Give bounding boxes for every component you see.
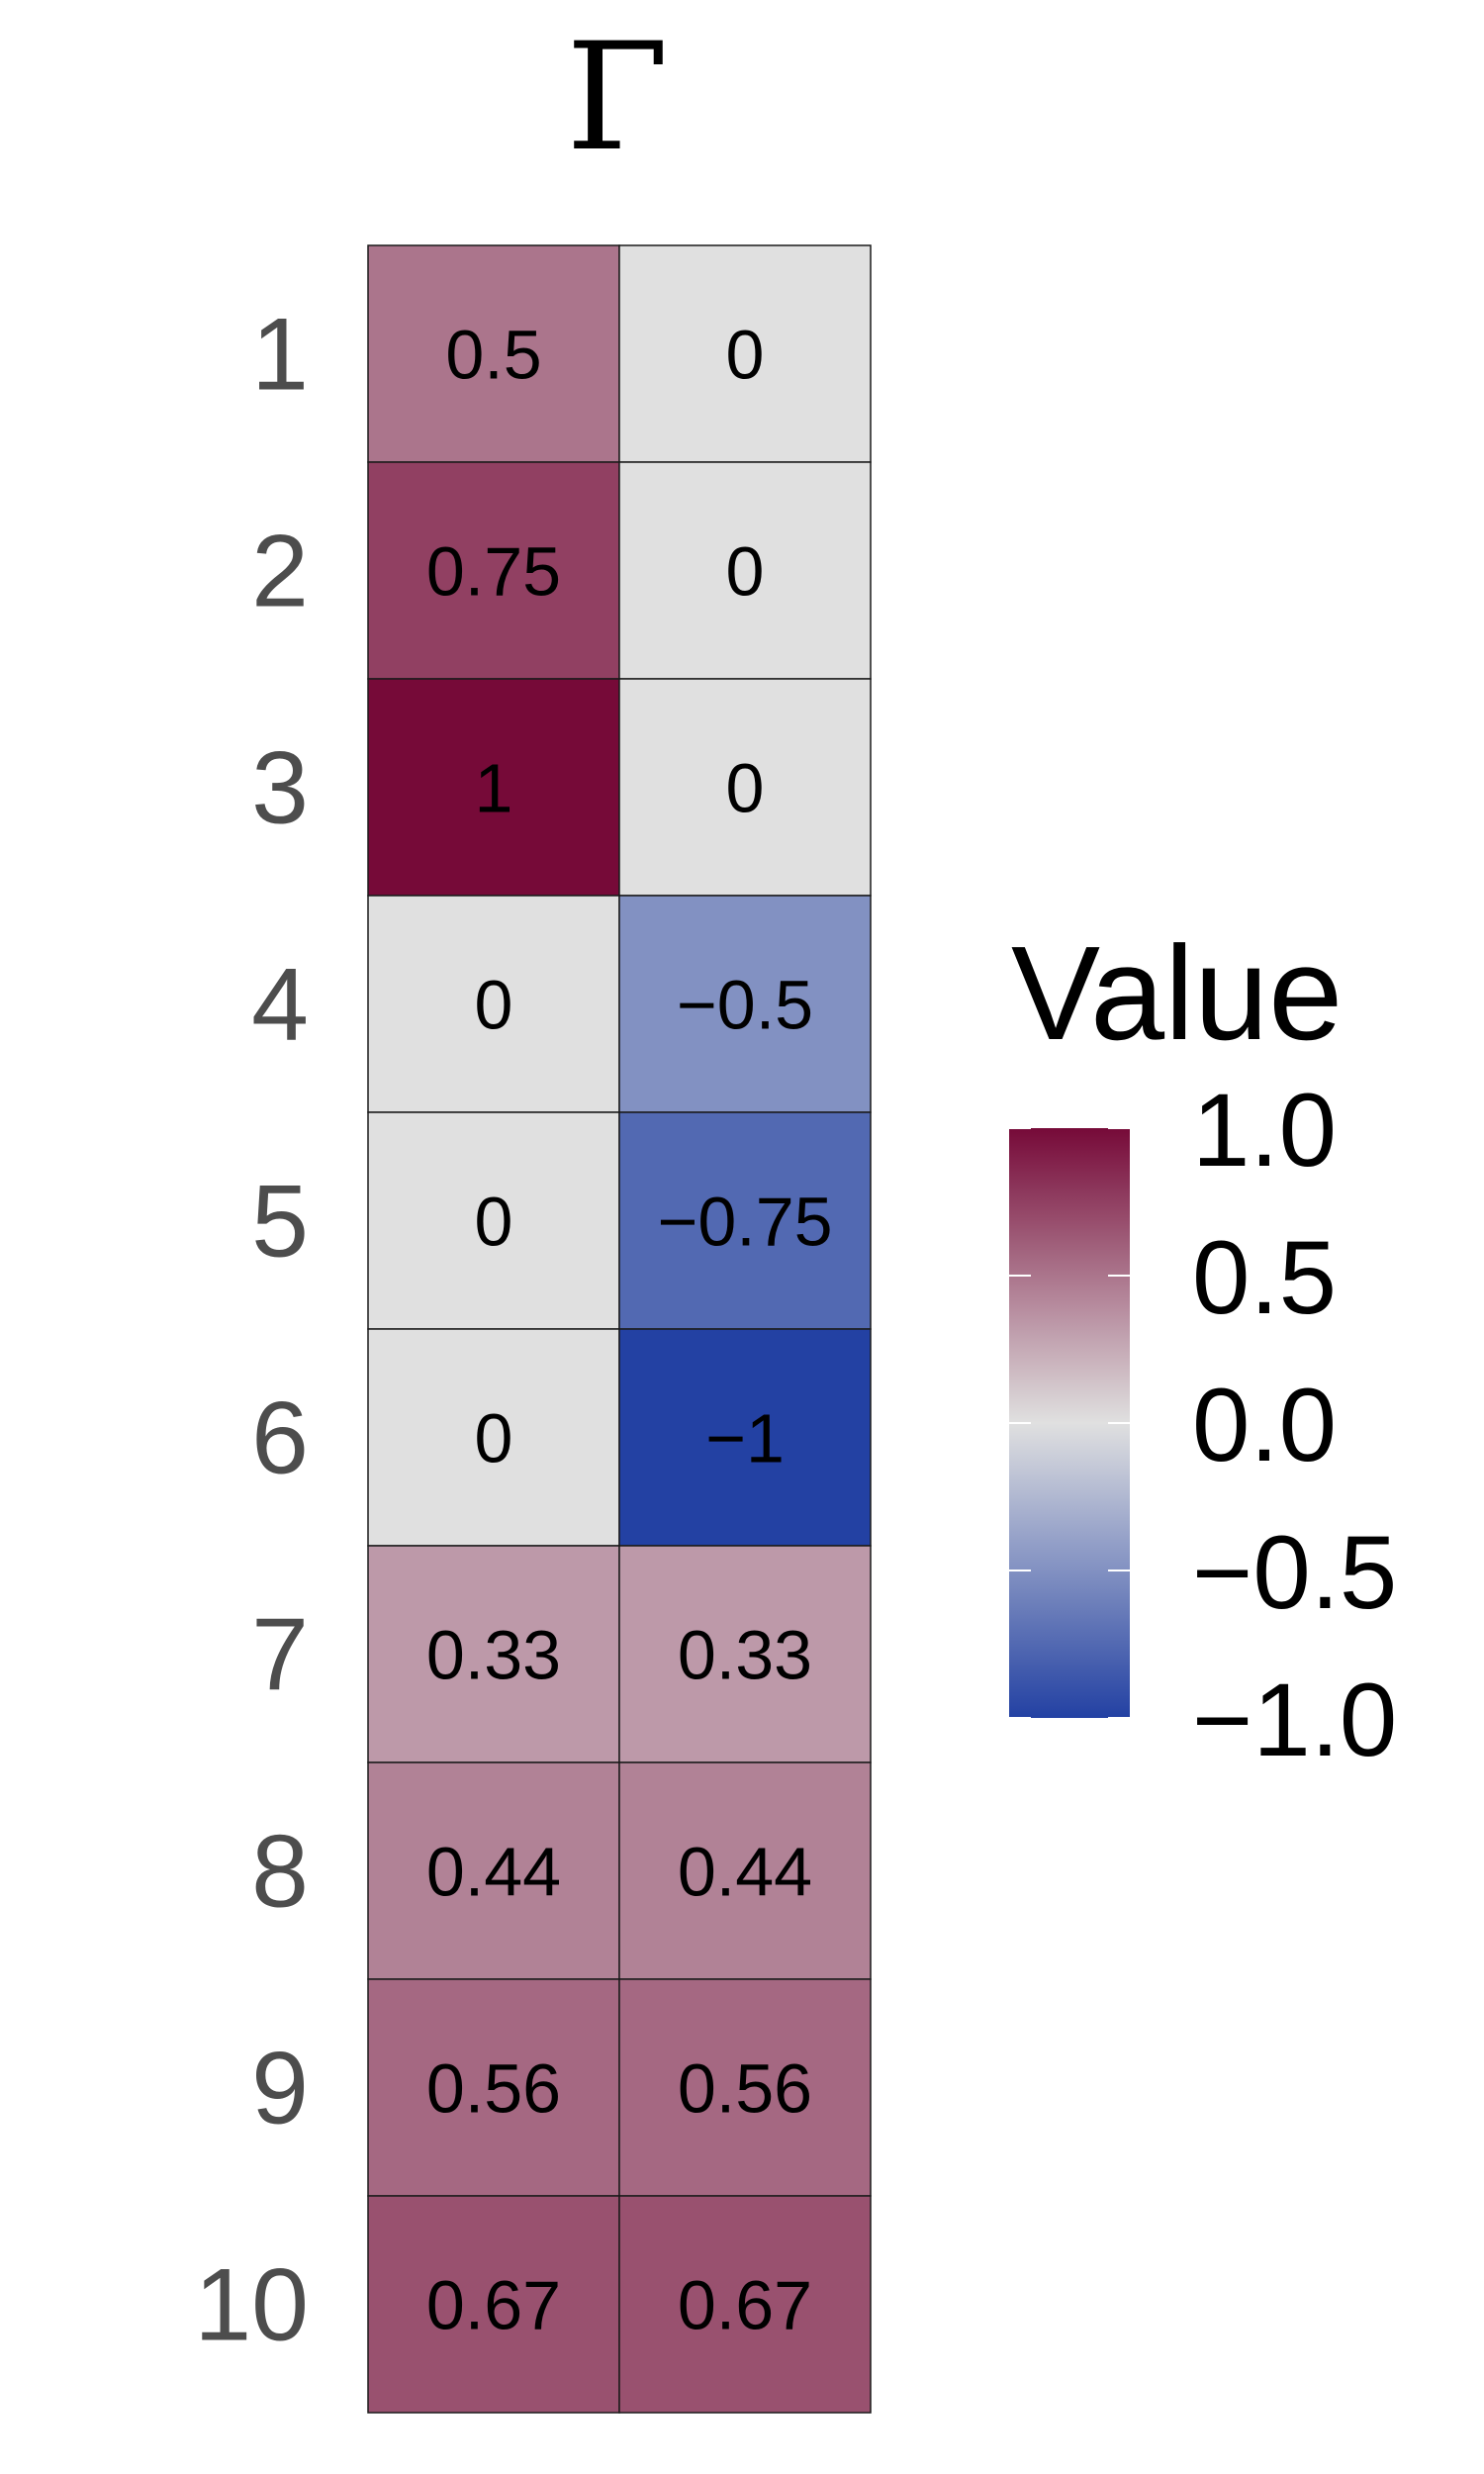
heatmap-cell (367, 1545, 620, 1763)
cell-value-label: 0.44 (678, 1834, 812, 1911)
cell-value-label: 0 (726, 533, 765, 611)
chart-title: Γ (566, 12, 669, 184)
row-label: 3 (251, 731, 309, 846)
row-labels: 1 2 3 4 5 6 7 8 9 10 (194, 298, 309, 2363)
cell-value-label: 0.5 (445, 317, 541, 394)
heatmap-cell (618, 1761, 872, 1980)
legend-ticks: 1.0 0.5 0.0 −0.5 −1.0 (1009, 1073, 1397, 1778)
cell-value-label: −0.75 (657, 1184, 832, 1261)
cell-value-label: 0 (475, 1184, 513, 1261)
row-label: 2 (251, 515, 309, 629)
row-label: 1 (251, 298, 309, 413)
heatmap-cell (367, 244, 620, 463)
row-label: 7 (251, 1598, 309, 1713)
legend-tick-label: 1.0 (1192, 1073, 1337, 1189)
cell-value-label: 0 (475, 1400, 513, 1477)
row-label: 10 (194, 2248, 309, 2363)
row-label: 8 (251, 1815, 309, 1930)
cell-value-label: 0.33 (678, 1617, 812, 1694)
row-label: 9 (251, 2032, 309, 2146)
cell-value-label: 0.56 (678, 2050, 812, 2128)
legend-title: Value (1011, 918, 1343, 1068)
heatmap-cell (367, 895, 620, 1113)
heatmap-cell (618, 1978, 872, 2197)
row-label: 6 (251, 1381, 309, 1496)
heatmap-cell (367, 1761, 620, 1980)
legend-tick-label: −1.0 (1192, 1663, 1397, 1778)
cell-value-label: −1 (705, 1400, 785, 1477)
cell-value-label: 0.56 (426, 2050, 561, 2128)
heatmap-cell (367, 1978, 620, 2197)
cell-value-label: 0.33 (426, 1617, 561, 1694)
cell-value-label: 1 (475, 750, 513, 827)
cell-value-label: 0.44 (426, 1834, 561, 1911)
heatmap-cell (367, 678, 620, 897)
cell-value-label: 0 (726, 750, 765, 827)
legend-tick-label: 0.5 (1192, 1220, 1337, 1336)
cell-value-label: 0 (726, 317, 765, 394)
cell-value-label: −0.5 (677, 967, 813, 1044)
heatmap-cell (618, 1545, 872, 1763)
heatmap-cell (367, 2195, 620, 2414)
heatmap-cell (618, 895, 872, 1113)
heatmap-cells: 0.5 0 0.75 0 1 0 0 −0.5 0 −0.75 0 −1 0.33 0.33 0.44 0.4… (367, 244, 872, 2414)
legend-tick-label: 0.0 (1192, 1368, 1337, 1483)
heatmap-cell (367, 461, 620, 680)
cell-value-label: 0.67 (426, 2267, 561, 2344)
cell-value-label: 0 (475, 967, 513, 1044)
heatmap-cell (618, 461, 872, 680)
heatmap-cell (618, 2195, 872, 2414)
legend-tick-label: −0.5 (1192, 1515, 1397, 1631)
row-label: 5 (251, 1165, 309, 1280)
cell-value-label: 0.75 (426, 533, 561, 611)
cell-value-label: 0.67 (678, 2267, 812, 2344)
heatmap-cell (618, 1328, 872, 1547)
heatmap-cell (618, 678, 872, 897)
heatmap-cell (618, 244, 872, 463)
heatmap-cell (618, 1111, 872, 1330)
row-label: 4 (251, 948, 309, 1063)
